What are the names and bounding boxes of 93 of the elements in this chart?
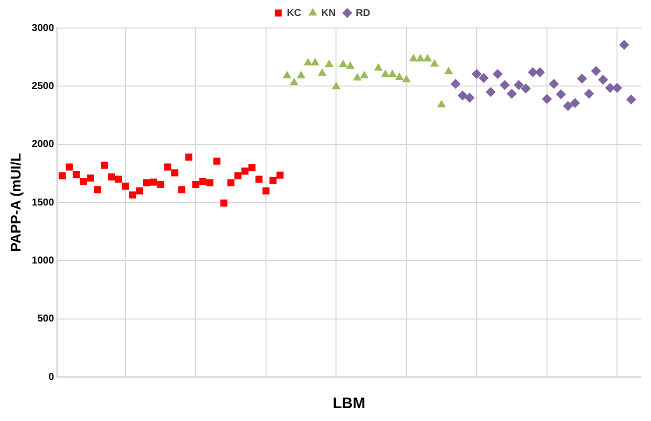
point [100,162,108,169]
point [534,67,545,78]
point [269,176,277,184]
y-tick-label: 3000 [32,22,54,34]
point [338,60,348,68]
point [318,68,326,76]
y-tick-label: 500 [37,314,54,325]
point [430,59,439,67]
y-tick-label: 1000 [32,255,54,266]
point [178,186,186,194]
point [94,186,101,194]
point [548,78,559,89]
point [346,61,355,69]
point [136,187,144,194]
point [143,179,150,186]
point [472,68,482,79]
point [528,67,538,78]
point [129,191,136,198]
point [598,74,608,85]
point [122,182,130,190]
point [388,70,397,78]
point [500,80,510,90]
y-tick-label: 0 [48,372,54,383]
point [58,172,66,180]
point [402,74,411,82]
point [206,179,214,186]
point [290,78,298,86]
point [220,200,228,207]
point [234,172,242,180]
point [66,163,73,171]
point [227,179,234,186]
point [409,54,418,62]
point [248,164,256,172]
point [486,86,496,97]
point [262,187,270,194]
point [444,66,453,74]
point [423,54,432,62]
point [619,40,630,50]
point [241,168,248,175]
point [255,176,262,183]
point [108,173,116,180]
point [612,82,622,93]
point [185,154,192,161]
point [304,58,312,66]
point [577,74,588,84]
point [332,82,341,90]
legend-label: KC [286,8,302,19]
point [520,83,531,94]
point [381,70,390,78]
point [80,178,87,186]
point [556,89,566,100]
point [605,82,616,93]
point [514,80,524,90]
point [282,70,292,78]
y-tick-label: 1500 [32,197,54,208]
point [458,90,468,100]
point [352,73,362,81]
point [324,60,334,68]
point [374,63,383,71]
point [86,174,94,182]
point [562,100,573,111]
point [171,169,178,176]
point [310,58,320,66]
legend-label: KN [321,8,336,19]
y-tick-label: 2000 [32,139,54,150]
point [72,171,80,178]
point [584,88,594,99]
legend-label: RD [356,8,370,19]
y-axis-title: PAPP-A (mUI/L [7,152,24,252]
point [626,94,636,105]
point [478,73,489,84]
point [416,54,425,62]
point [570,98,580,108]
point [150,178,158,186]
point [276,172,284,179]
point [199,178,206,186]
x-axis-title: LBM [332,395,366,412]
point [591,66,602,76]
point [395,72,404,80]
point [157,180,164,188]
point [542,94,552,104]
point [114,176,122,183]
point [506,88,517,99]
point [492,68,503,79]
point [213,158,220,165]
y-tick-label: 2500 [32,80,54,92]
point [192,180,200,188]
point [450,78,461,89]
point [296,70,306,78]
point [164,163,172,171]
point [360,70,369,78]
point [437,100,446,108]
point [464,92,475,103]
